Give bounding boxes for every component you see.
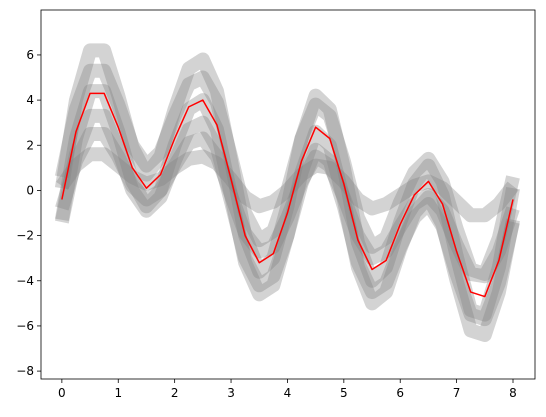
x-tick-label: 0 xyxy=(58,386,66,400)
y-tick-label: −6 xyxy=(16,319,34,333)
x-tick-label: 1 xyxy=(114,386,122,400)
sample-line xyxy=(55,63,520,281)
y-tick-label: −8 xyxy=(16,364,34,378)
y-tick-label: −2 xyxy=(16,229,34,243)
lines xyxy=(54,43,520,342)
x-tick-label: 2 xyxy=(171,386,179,400)
sample-line xyxy=(56,147,519,223)
sample-line xyxy=(55,108,520,327)
x-tick-label: 7 xyxy=(453,386,461,400)
x-tick-label: 3 xyxy=(227,386,235,400)
sample-line xyxy=(55,126,520,284)
y-tick-label: 4 xyxy=(26,93,34,107)
sample-line xyxy=(54,84,520,342)
x-tick-label: 6 xyxy=(396,386,404,400)
y-tick-label: −4 xyxy=(16,274,34,288)
x-tick-label: 4 xyxy=(284,386,292,400)
axes-frame xyxy=(40,9,536,380)
y-tick-label: 0 xyxy=(26,183,34,197)
mean-line xyxy=(61,92,514,298)
sample-line xyxy=(54,43,520,322)
y-tick-label: 2 xyxy=(26,138,34,152)
plot-area xyxy=(41,10,535,379)
x-tick-label: 5 xyxy=(340,386,348,400)
x-tick-label: 8 xyxy=(509,386,517,400)
y-tick-label: 6 xyxy=(26,48,34,62)
